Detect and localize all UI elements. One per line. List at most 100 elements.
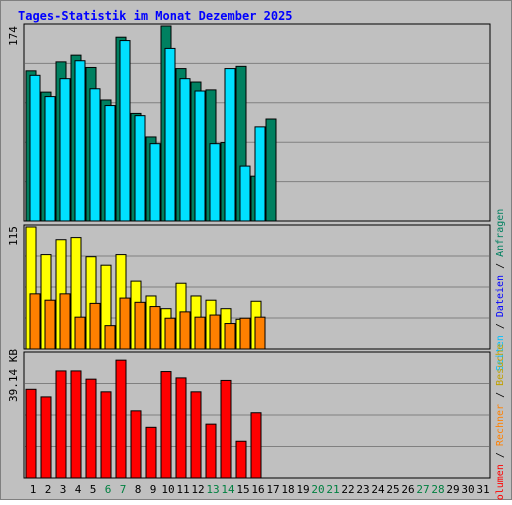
- rechner-bar: [74, 316, 86, 350]
- volumen-bar: [235, 440, 247, 479]
- day-label: 10: [161, 483, 174, 496]
- dateien-bar: [149, 143, 161, 222]
- day-label: 19: [296, 483, 309, 496]
- volume-panel: 39.14 KB: [7, 349, 491, 479]
- day-label: 2: [45, 483, 52, 496]
- volumen-bar: [160, 371, 172, 479]
- rechner-bar: [44, 299, 56, 350]
- day-label: 31: [476, 483, 489, 496]
- volumen-bar: [85, 378, 97, 479]
- day-label: 5: [90, 483, 97, 496]
- dateien-bar: [134, 115, 146, 222]
- legend-seiten: Seiten: [495, 335, 506, 371]
- dateien-bar: [239, 165, 251, 222]
- legend-volumen: Volumen: [495, 464, 506, 500]
- volumen-bar: [220, 379, 232, 479]
- legend-separator: /: [495, 317, 506, 335]
- day-label: 15: [236, 483, 249, 496]
- day-label: 12: [191, 483, 204, 496]
- dateien-bar: [194, 90, 206, 222]
- legend-anfragen: Anfragen: [495, 209, 506, 257]
- volumen-bar: [130, 410, 142, 479]
- dateien-bar: [254, 126, 266, 222]
- anfragen-bar: [265, 118, 277, 222]
- legend-separator: /: [495, 386, 506, 404]
- volumen-bar: [175, 377, 187, 479]
- day-label: 30: [461, 483, 474, 496]
- dateien-bar: [59, 78, 71, 222]
- day-label: 7: [120, 483, 127, 496]
- rechner-bar: [179, 311, 191, 350]
- day-label: 18: [281, 483, 294, 496]
- volumen-bar: [100, 391, 112, 479]
- rechner-bar: [209, 314, 221, 350]
- legend-besuche: Besuche: [495, 344, 506, 386]
- legend-rechner: Rechner: [495, 404, 506, 446]
- dateien-bar: [164, 47, 176, 222]
- day-label: 25: [386, 483, 399, 496]
- day-axis-labels: 1 2 3 4 5 6 7 8 9 10 11 12 13 14 15 16 17 18 19 20 21 22 23 24 2…: [30, 483, 490, 496]
- day-label: 26: [401, 483, 414, 496]
- volumen-bar: [145, 426, 157, 479]
- volume-bars: [25, 359, 489, 479]
- visits-ymax-label: 115: [7, 226, 20, 246]
- hits-files-ymax-label: 174: [7, 26, 20, 46]
- visits-bars: [25, 226, 489, 350]
- volumen-bar: [250, 412, 262, 479]
- dateien-bar: [29, 74, 41, 222]
- volumen-bar: [190, 391, 202, 479]
- dateien-bar: [179, 78, 191, 222]
- rechner-bar: [164, 317, 176, 350]
- legend-dateien: Dateien: [495, 275, 506, 317]
- rechner-bar: [254, 316, 266, 350]
- rechner-bar: [29, 293, 41, 350]
- day-label: 23: [356, 483, 369, 496]
- day-label: 14: [221, 483, 235, 496]
- dateien-bar: [209, 143, 221, 222]
- volumen-bar: [115, 359, 127, 479]
- volumen-bar: [40, 396, 52, 479]
- day-label: 8: [135, 483, 142, 496]
- volumen-bar: [55, 370, 67, 479]
- visits-panel: 115: [7, 224, 491, 350]
- day-label: 22: [341, 483, 354, 496]
- dateien-bar: [74, 60, 86, 222]
- rechner-bar: [119, 297, 131, 350]
- legend-separator: /: [495, 446, 506, 464]
- rechner-bar: [224, 323, 236, 350]
- day-label: 3: [60, 483, 67, 496]
- rechner-bar: [149, 306, 161, 350]
- dateien-bar: [44, 96, 56, 222]
- volumen-bar: [70, 370, 82, 479]
- day-label: 24: [371, 483, 385, 496]
- day-label: 13: [206, 483, 219, 496]
- day-label: 29: [446, 483, 459, 496]
- day-label: 1: [30, 483, 37, 496]
- day-label: 9: [150, 483, 157, 496]
- volumen-bar: [205, 423, 217, 479]
- legend-right-lower: Volumen / Rechner / Besuche: [495, 344, 506, 500]
- rechner-bar: [134, 301, 146, 350]
- dateien-bar: [89, 88, 101, 222]
- hits-files-panel: 174: [7, 23, 491, 222]
- dateien-bar: [104, 105, 116, 222]
- day-label: 21: [326, 483, 339, 496]
- chart-title: Tages-Statistik im Monat Dezember 2025: [18, 9, 293, 23]
- day-label: 16: [251, 483, 264, 496]
- day-label: 17: [266, 483, 279, 496]
- volume-ymax-label: 39.14 KB: [7, 349, 20, 402]
- day-label: 11: [176, 483, 189, 496]
- rechner-bar: [239, 317, 251, 350]
- hits-files-bars: [25, 25, 489, 222]
- legend-separator: /: [495, 257, 506, 275]
- volumen-bar: [25, 388, 37, 479]
- rechner-bar: [194, 316, 206, 350]
- rechner-bar: [89, 302, 101, 350]
- day-label: 4: [75, 483, 82, 496]
- dateien-bar: [119, 40, 131, 222]
- rechner-bar: [104, 325, 116, 350]
- legend-right-upper: Seiten / Dateien / Anfragen: [495, 209, 506, 372]
- day-label: 6: [105, 483, 112, 496]
